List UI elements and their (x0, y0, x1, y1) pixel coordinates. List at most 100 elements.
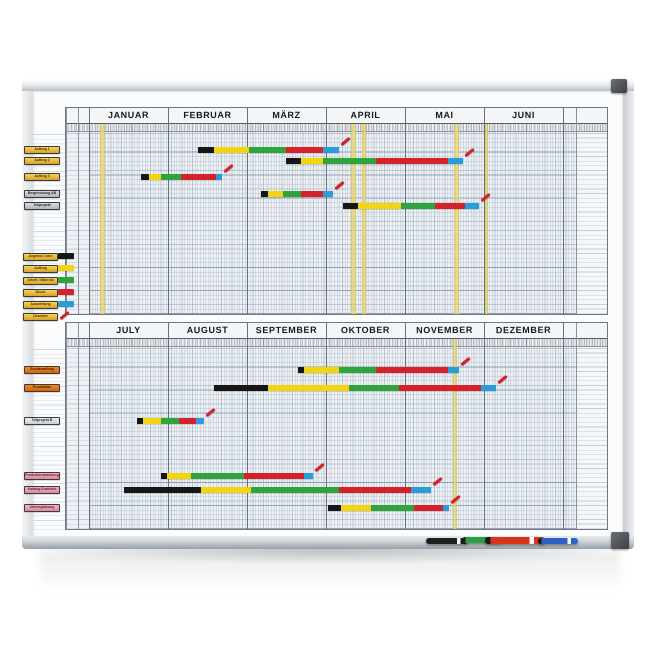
day-number-strip (66, 124, 607, 132)
row-label-magnet: Deadline (23, 313, 58, 321)
gantt-bar-segment-blue (448, 367, 459, 373)
column-divider-line (78, 108, 79, 314)
gantt-bar-segment-green (249, 147, 286, 153)
gantt-bar-segment-blue (448, 158, 463, 164)
column-divider-line (247, 323, 248, 529)
gantt-bar-segment-black (261, 191, 268, 197)
milestone-stripe-yellow (362, 124, 366, 314)
gantt-bar-segment-green (191, 473, 244, 479)
gantt-bar-segment-red (399, 385, 481, 391)
gantt-bar-segment-black (214, 385, 268, 391)
row-label-magnet: Arbeit / Material (23, 277, 58, 285)
month-header: FEBRUAR (183, 109, 232, 121)
gantt-bar-segment-yellow (358, 203, 401, 209)
month-header: NOVEMBER (416, 324, 473, 336)
row-label-column-bottom (33, 345, 65, 530)
row-label-magnet: Teilprojekt B (24, 417, 60, 425)
gantt-bar-segment-yellow (304, 367, 339, 373)
gantt-bar-segment-yellow (201, 487, 251, 493)
row-label-magnet: Auswertung (23, 301, 58, 309)
month-header: JULY (116, 324, 141, 336)
column-divider-line (247, 108, 248, 314)
column-divider-line (326, 323, 327, 529)
gantt-bar-segment-red (339, 487, 411, 493)
gantt-bar-segment-green (401, 203, 435, 209)
frame-rail-top (22, 79, 634, 91)
row-label-magnet: Produktentwicklung (24, 472, 60, 480)
planner-grid-jul-dec: JULY AUGUST SEPTEMBER OKTOBER NOVEMBER DEZEMB… (65, 322, 608, 530)
column-divider-line (326, 108, 327, 314)
row-label-magnet: Auftrag 3 (24, 173, 60, 181)
column-divider-line (78, 323, 79, 529)
row-label-magnet: Angebot / Idee (23, 253, 58, 261)
gantt-bar-segment-red (301, 191, 323, 197)
notes-column (576, 124, 607, 314)
month-header-row: JANUAR FEBRUAR MÄRZ APRIL MAI JUNI (66, 108, 607, 124)
board-drop-shadow-soft (40, 552, 620, 592)
gantt-bar-segment-green (371, 505, 414, 511)
gantt-bar-segment-blue (323, 147, 339, 153)
column-divider-line (484, 108, 485, 314)
gantt-bar-segment-yellow (341, 505, 371, 511)
gantt-bar-segment-yellow (149, 174, 161, 180)
legend-color-chip-green (58, 277, 74, 283)
gantt-bar-segment-green (349, 385, 399, 391)
month-header: AUGUST (186, 324, 229, 336)
gantt-bar-segment-blue (216, 174, 222, 180)
row-label-magnet: Besprechung AB (24, 190, 60, 198)
month-header: OKTOBER (340, 324, 391, 336)
column-divider-line (405, 108, 406, 314)
gantt-bar-segment-red (414, 505, 443, 511)
gantt-bar-segment-yellow (167, 473, 191, 479)
column-divider-line (89, 108, 90, 314)
red-marker-icon (485, 537, 545, 544)
frame-rail-right (622, 79, 634, 549)
gantt-bar-segment-red (179, 418, 196, 424)
gantt-bar-segment-blue (323, 191, 333, 197)
gantt-bar-segment-blue (196, 418, 204, 424)
board-corner-cap-bottom-right (611, 532, 629, 549)
gantt-bar-segment-green (283, 191, 301, 197)
column-divider-line (484, 323, 485, 529)
month-header: APRIL (350, 109, 381, 121)
gantt-bar-segment-yellow (214, 147, 249, 153)
row-label-magnet: Produktion (24, 384, 60, 392)
gantt-bar-segment-blue (481, 385, 496, 391)
gantt-bar-segment-black (343, 203, 358, 209)
gantt-bar-segment-yellow (268, 191, 283, 197)
gantt-bar-segment-green (339, 367, 376, 373)
gantt-bar-segment-black (198, 147, 214, 153)
notes-column (576, 339, 607, 529)
green-marker-icon (462, 537, 502, 543)
legend-color-chip-blue (58, 301, 74, 307)
row-label-magnet: Auftrag 1 (24, 146, 60, 154)
column-divider-line (66, 108, 67, 314)
column-divider-line (168, 323, 169, 529)
gantt-bar-segment-green (251, 487, 339, 493)
column-divider-line (576, 108, 577, 314)
gantt-bar-segment-black (137, 418, 143, 424)
day-number-strip (66, 339, 607, 347)
gantt-bar-segment-blue (465, 203, 479, 209)
column-divider-line (66, 323, 67, 529)
column-divider-line (563, 108, 564, 314)
gantt-bar-segment-yellow (268, 385, 349, 391)
gantt-bar-segment-green (161, 418, 179, 424)
milestone-stripe-yellow (100, 124, 105, 314)
gantt-bar-segment-black (141, 174, 149, 180)
day-grid (66, 346, 607, 529)
column-divider-line (168, 108, 169, 314)
row-label-magnet: Katalog Entwürfe (24, 486, 60, 494)
legend-color-chip-black (58, 253, 74, 259)
gantt-bar-segment-black (298, 367, 304, 373)
column-divider-line (563, 323, 564, 529)
month-header-row: JULY AUGUST SEPTEMBER OKTOBER NOVEMBER DEZEMB… (66, 323, 607, 339)
month-header: MAI (435, 109, 454, 121)
month-header: JANUAR (107, 109, 150, 121)
gantt-bar-segment-green (323, 158, 376, 164)
gantt-bar-segment-red (435, 203, 465, 209)
legend-color-chip-yellow (58, 265, 74, 271)
month-header: JUNI (512, 109, 535, 121)
gantt-bar-segment-black (328, 505, 341, 511)
